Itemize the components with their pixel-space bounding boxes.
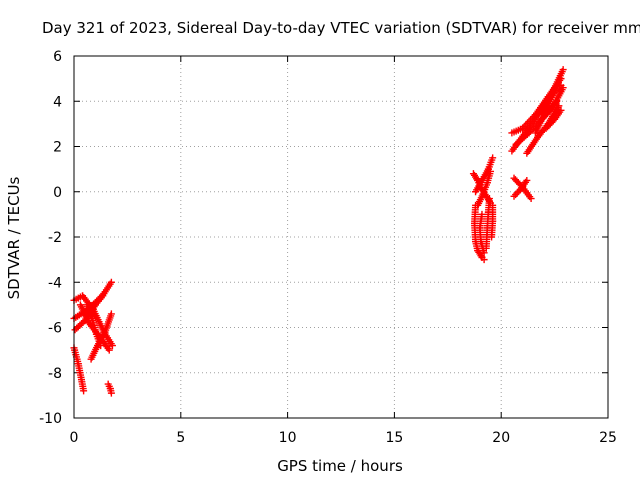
y-tick-label: 0 [53,185,62,201]
y-tick-label: 6 [53,49,62,65]
plot-frame [73,55,609,419]
data-cluster [469,154,497,264]
y-tick-label: -6 [48,321,62,337]
y-tick-label: -4 [48,275,62,291]
x-tick-label: 0 [70,430,79,446]
data-point [107,389,115,397]
data-point [553,97,561,105]
y-tick-label: -8 [48,366,62,382]
y-tick-label: 4 [53,94,62,110]
data-point [487,167,495,175]
data-point [107,310,115,318]
data-point [559,66,567,74]
data-point [480,249,488,257]
data-point [527,195,535,203]
y-axis-label: SDTVAR / TECUs [5,176,23,299]
data-points [70,66,567,397]
data-point [525,129,533,137]
grid-lines [74,56,608,418]
data-point [510,192,518,200]
data-point [489,201,497,209]
data-point [557,75,565,83]
y-tick-label: -10 [39,411,62,427]
data-point [480,256,488,264]
data-point [557,81,565,89]
data-point [108,342,116,350]
x-tick-label: 20 [492,430,510,446]
data-point [489,154,497,162]
data-point [513,189,521,197]
data-point [557,106,565,114]
x-tick-label: 25 [599,430,617,446]
y-tick-label: -2 [48,230,62,246]
data-point [99,292,107,300]
x-tick-label: 15 [385,430,403,446]
x-tick-label: 5 [176,430,185,446]
plot-axes: 0 5 10 15 20 25 -10 -8 -6 -4 -2 0 2 4 6 [39,49,617,446]
data-cluster [508,66,567,203]
data-point [105,346,113,354]
data-point [523,176,531,184]
data-point [107,278,115,286]
data-point [555,102,563,110]
x-axis-label: GPS time / hours [277,457,403,475]
data-cluster [70,278,116,397]
data-point [485,195,493,203]
y-tick-label: 2 [53,140,62,156]
chart-title: Day 321 of 2023, Sidereal Day-to-day VTE… [42,19,640,37]
data-point [80,387,88,395]
x-tick-label: 10 [279,430,297,446]
